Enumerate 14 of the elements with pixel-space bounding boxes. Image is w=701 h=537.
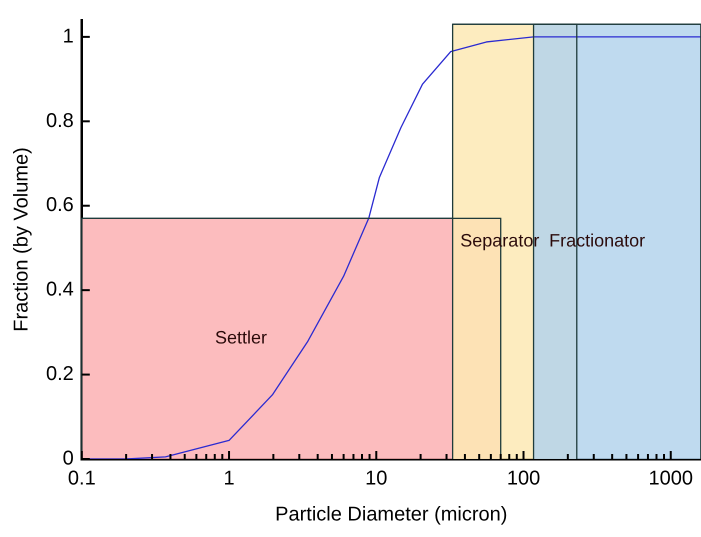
x-tick-label: 1000 <box>648 468 694 490</box>
x-tick-label: 100 <box>506 468 540 490</box>
y-tick-label: 0.8 <box>46 110 74 132</box>
x-tick-label: 1 <box>223 468 235 490</box>
x-axis-title: Particle Diameter (micron) <box>275 504 508 526</box>
x-tick-label: 10 <box>365 468 388 490</box>
y-axis-title: Fraction (by Volume) <box>10 147 33 332</box>
y-tick-label: 0 <box>62 448 74 470</box>
series-label: Settler <box>214 328 268 348</box>
y-tick-label: 0.6 <box>46 194 74 216</box>
y-tick-label: 1 <box>62 25 74 48</box>
y-tick-label: 0.4 <box>46 278 74 301</box>
y-tick-label: 0.2 <box>46 363 74 386</box>
x-tick-label: 0.1 <box>68 468 96 490</box>
